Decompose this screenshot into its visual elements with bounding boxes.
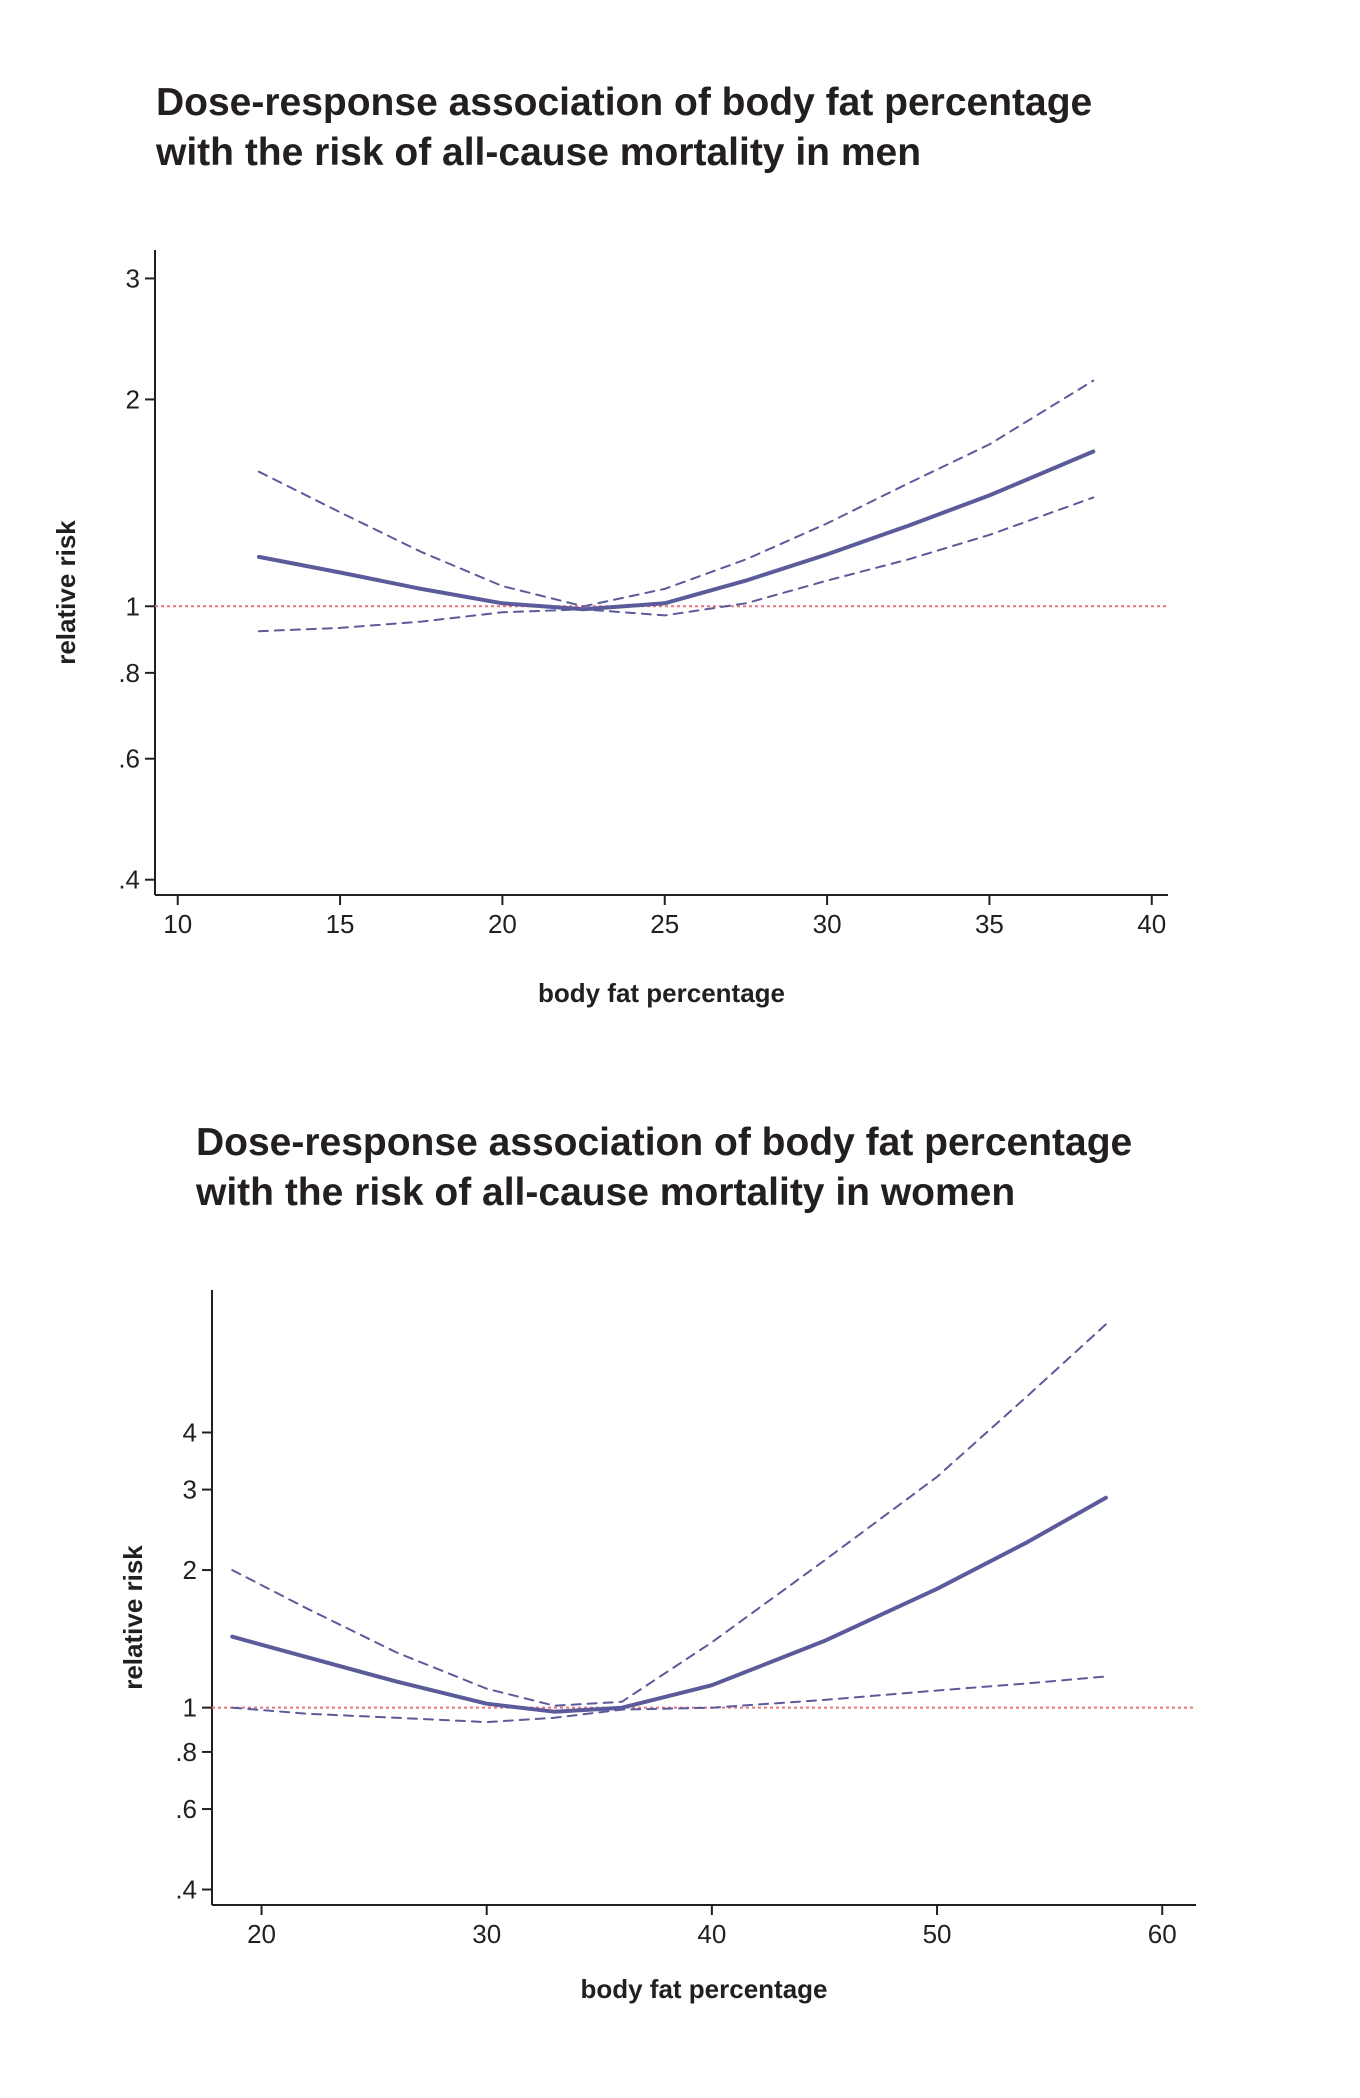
x-tick-label-women-3: 50: [923, 1919, 952, 1949]
x-tick-label-women-4: 60: [1148, 1919, 1177, 1949]
y-tick-label-men-0: .4: [118, 865, 140, 895]
x-tick-label-men-5: 35: [975, 909, 1004, 939]
dose-response-chart-women: 20 30 40 50 60 .4 .6 .8 1 2 3 4 body fat percentage r…: [118, 1290, 1196, 2004]
y-tick-label-women-1: .6: [175, 1794, 197, 1824]
y-tick-label-men-3: 1: [126, 591, 140, 621]
x-tick-label-men-0: 10: [163, 909, 192, 939]
dose-response-chart-men: 10 15 20 25 30 35 40 .4 .6 .8 1 2 3 body fat percenta…: [51, 250, 1168, 1008]
y-tick-label-men-2: .8: [118, 658, 140, 688]
chart-title-women-line-2: with the risk of all-cause mortality in …: [196, 1171, 1016, 1214]
y-tick-label-women-2: .8: [175, 1737, 197, 1767]
estimate-line-women: [230, 1495, 1108, 1714]
y-tick-label-men-1: .6: [118, 744, 140, 774]
x-axis-title-women: body fat percentage: [580, 1974, 827, 2004]
y-tick-label-women-3: 1: [183, 1693, 197, 1723]
x-axis-title-men: body fat percentage: [538, 978, 785, 1008]
y-tick-label-women-5: 3: [183, 1475, 197, 1505]
lower-line-women: [231, 1675, 1107, 1724]
x-tick-label-men-2: 20: [488, 909, 517, 939]
chart-title-men-line-2: with the risk of all-cause mortality in …: [156, 131, 922, 174]
y-tick-label-men-4: 2: [126, 384, 140, 414]
chart-title-men: Dose-response association of body fat pe…: [156, 78, 1092, 178]
x-tick-label-women-0: 20: [247, 1919, 276, 1949]
upper-line-men: [257, 379, 1095, 608]
y-tick-label-men-5: 3: [126, 263, 140, 293]
upper-line-women: [231, 1323, 1107, 1707]
x-tick-label-men-1: 15: [326, 909, 355, 939]
y-tick-label-women-0: .4: [175, 1875, 197, 1905]
chart-title-women-line-1: Dose-response association of body fat pe…: [196, 1121, 1133, 1164]
estimate-line-men: [256, 449, 1096, 612]
y-axis-title-men: relative risk: [51, 520, 81, 665]
chart-title-men-line-1: Dose-response association of body fat pe…: [156, 81, 1093, 124]
x-tick-label-women-1: 30: [472, 1919, 501, 1949]
chart-title-women: Dose-response association of body fat pe…: [196, 1118, 1132, 1218]
x-tick-label-women-2: 40: [697, 1919, 726, 1949]
y-tick-label-women-6: 4: [183, 1417, 197, 1447]
x-tick-label-men-4: 30: [813, 909, 842, 939]
x-tick-label-men-6: 40: [1137, 909, 1166, 939]
y-tick-label-women-4: 2: [183, 1555, 197, 1585]
lower-line-men: [257, 496, 1095, 633]
y-axis-title-women: relative risk: [118, 1545, 148, 1690]
x-tick-label-men-3: 25: [650, 909, 679, 939]
